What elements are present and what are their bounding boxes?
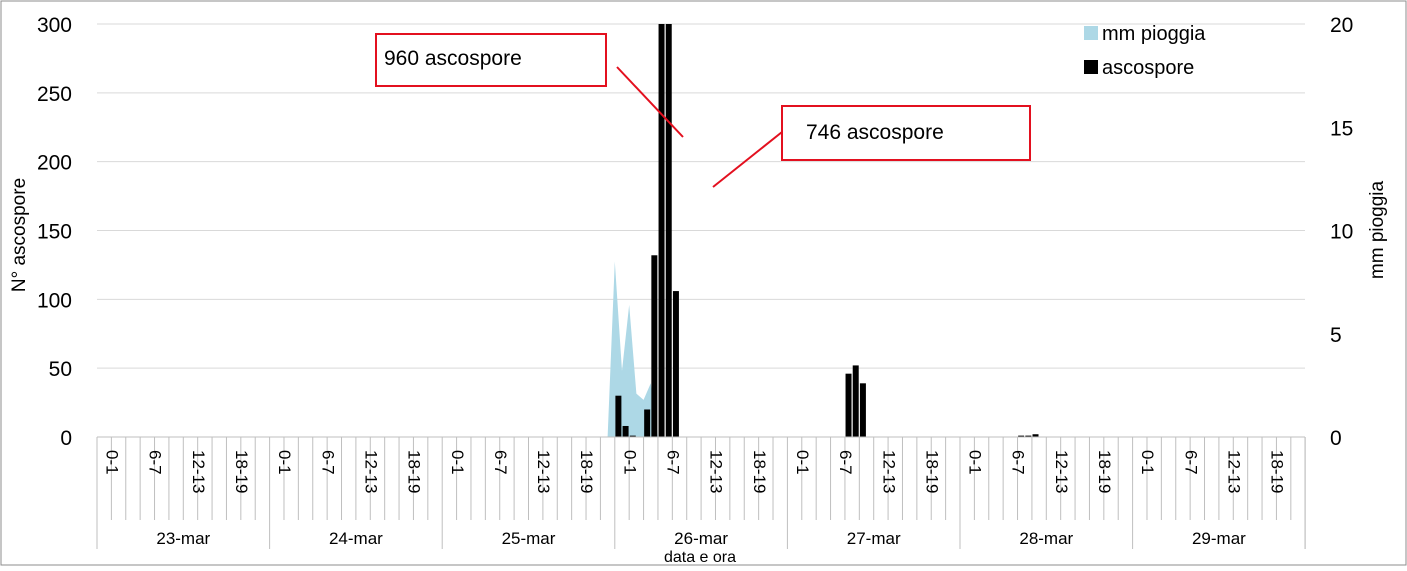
ascospore-bar [629,435,636,437]
hour-label: 0-1 [793,450,812,475]
left-tick-label: 0 [60,427,72,450]
hour-label: 12-13 [361,450,380,493]
legend-swatch-ascospore [1084,60,1098,74]
annotations: 960 ascospore 746 ascospore [375,33,1031,188]
hour-label: 0-1 [275,450,294,475]
hour-label: 6-7 [1009,450,1028,475]
day-label: 25-mar [502,529,556,548]
right-tick-label: 0 [1330,427,1342,450]
legend-label-rain: mm pioggia [1102,23,1206,45]
left-y-tick-labels: 0 50 100 150 200 250 300 [37,14,72,450]
day-label: 27-mar [847,529,901,548]
hour-label: 18-19 [1268,450,1287,493]
rain-area [607,261,658,437]
ascospore-bar [622,425,629,437]
ascospore-bar [651,255,658,437]
hour-label: 0-1 [1138,450,1157,475]
annotation-text-960: 960 ascospore [384,47,522,70]
left-tick-label: 100 [37,289,72,312]
left-tick-label: 50 [49,358,72,381]
hour-label: 0-1 [966,450,985,475]
ascospore-bar [1025,435,1032,437]
ascospore-bar [845,373,852,437]
hour-label: 12-13 [1052,450,1071,493]
hour-label: 18-19 [922,450,941,493]
day-label: 29-mar [1192,529,1246,548]
hour-label: 12-13 [879,450,898,493]
left-tick-label: 150 [37,221,72,244]
ascospore-bar [859,383,866,437]
hour-label: 18-19 [405,450,424,493]
hour-label: 0-1 [448,450,467,475]
day-label: 23-mar [156,529,210,548]
ascospore-bar [665,24,672,437]
hour-label: 6-7 [491,450,510,475]
legend: mm pioggia ascospore [1084,23,1206,79]
right-tick-label: 10 [1330,221,1353,244]
hour-label: 0-1 [620,450,639,475]
right-tick-label: 5 [1330,324,1342,347]
left-tick-label: 250 [37,83,72,106]
ascospore-bar [852,365,859,437]
hour-label: 6-7 [146,450,165,475]
hour-label: 0-1 [103,450,122,475]
right-axis-label: mm pioggia [1367,180,1388,279]
hour-label: 18-19 [232,450,251,493]
hour-label: 18-19 [577,450,596,493]
x-axis-layer: 0-1 6-7 12-13 18-19 23-mar 0-1 6-7 12-13 18-19 24… [96,436,1306,549]
annotation-box-746 [781,105,1031,161]
day-label: 28-mar [1019,529,1073,548]
annotation-leader-746 [712,131,783,188]
hour-label: 18-19 [750,450,769,493]
hour-label: 6-7 [318,450,337,475]
left-tick-label: 200 [37,152,72,175]
ascospore-bar [658,24,665,437]
hour-label: 12-13 [189,450,208,493]
annotation-leader-960 [616,66,684,138]
x-axis-label: data e ora [664,549,736,566]
hour-label: 6-7 [1181,450,1200,475]
right-tick-label: 20 [1330,14,1353,37]
left-axis-label: N° ascospore [9,178,30,292]
ascospore-bar [672,291,679,437]
hour-label: 18-19 [1095,450,1114,493]
hour-label: 12-13 [534,450,553,493]
ascospore-bars-layer [615,24,1039,437]
hour-label: 6-7 [836,450,855,475]
right-y-tick-labels: 0 5 10 15 20 [1330,14,1353,450]
legend-label-ascospore: ascospore [1102,57,1194,79]
ascospore-bar [1018,435,1025,437]
legend-swatch-rain [1084,26,1098,40]
hour-label: 12-13 [1224,450,1243,493]
right-tick-label: 15 [1330,117,1353,140]
ascospore-bar [644,409,651,437]
annotation-box-960 [375,33,607,87]
day-label: 24-mar [329,529,383,548]
ascospore-bar [1032,434,1039,437]
left-tick-label: 300 [37,14,72,37]
hour-label: 12-13 [707,450,726,493]
rain-area-layer [607,261,658,437]
day-label: 26-mar [674,529,728,548]
hour-label: 6-7 [664,450,683,475]
ascospore-bar [615,395,622,437]
annotation-text-746: 746 ascospore [806,121,944,144]
